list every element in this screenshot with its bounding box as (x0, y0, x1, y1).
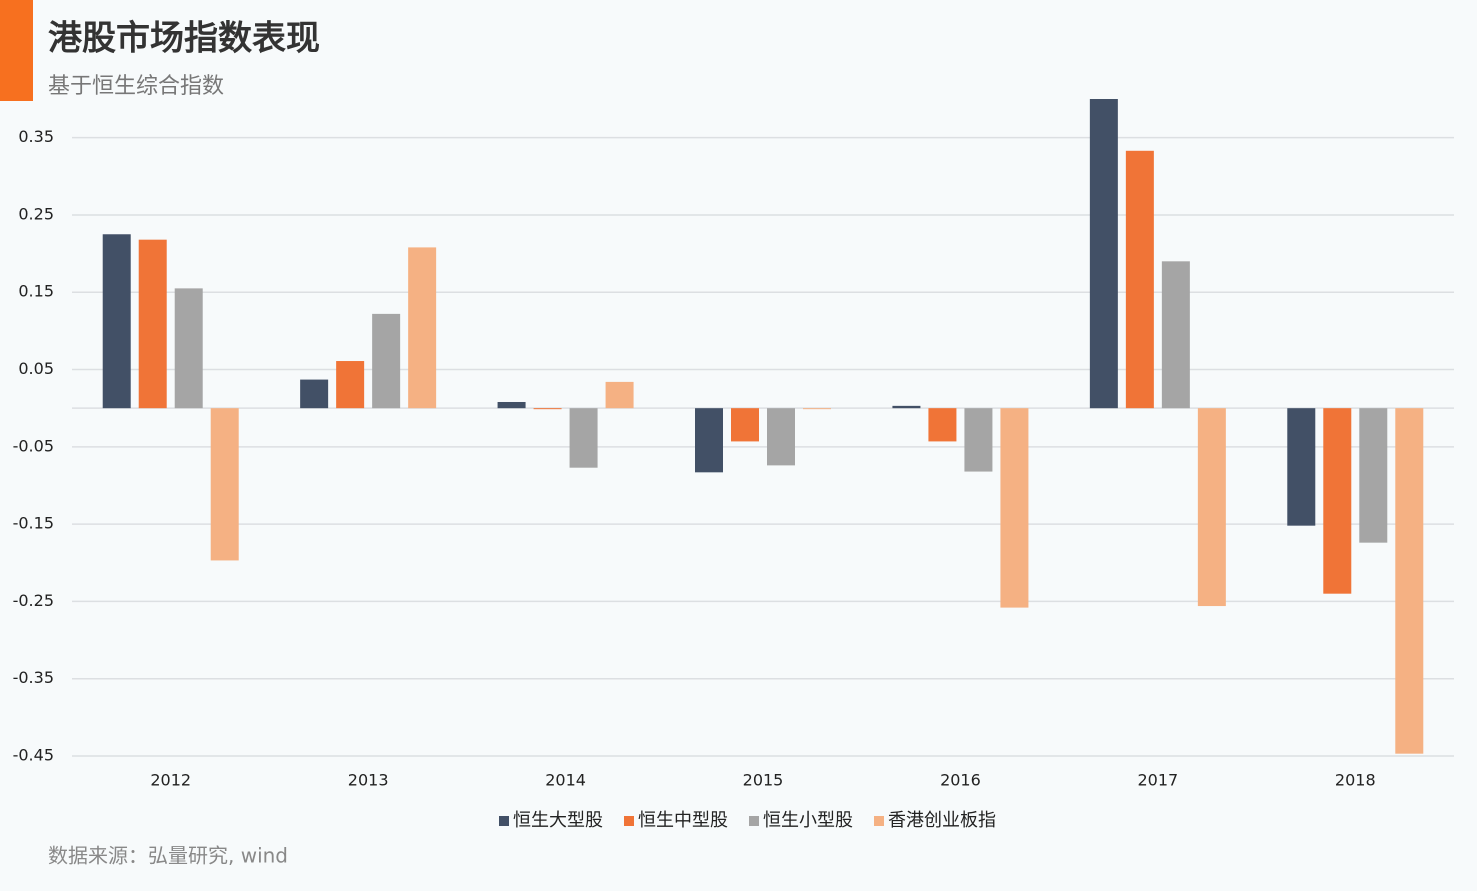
legend-swatch (624, 816, 634, 826)
bar (210, 408, 239, 561)
accent-bar (0, 0, 33, 101)
legend-swatch (499, 816, 509, 826)
y-tick-label: -0.05 (13, 436, 54, 455)
y-tick-label: -0.35 (13, 668, 54, 687)
bar (1287, 408, 1316, 526)
chart-title: 港股市场指数表现 (48, 19, 320, 59)
bar (605, 381, 634, 409)
bar (372, 313, 401, 409)
bar (803, 408, 831, 410)
bar (928, 408, 957, 442)
legend-swatch (874, 816, 884, 826)
source-note: 数据来源：弘量研究, wind (48, 844, 288, 868)
legend-label: 香港创业板指 (888, 810, 996, 831)
bar (336, 361, 365, 409)
bar (767, 408, 795, 466)
legend-label: 恒生中型股 (638, 810, 728, 831)
bar (695, 408, 723, 473)
legend-swatch (749, 816, 759, 826)
x-tick-label: 2016 (940, 771, 981, 790)
bar (1395, 408, 1424, 754)
bar (408, 247, 437, 409)
bar (731, 408, 759, 442)
bar (497, 401, 526, 409)
y-tick-label: -0.15 (13, 514, 54, 533)
y-tick-label: 0.05 (18, 359, 54, 378)
bar (1125, 150, 1154, 409)
x-tick-label: 2013 (348, 771, 389, 790)
legend-label: 恒生大型股 (513, 810, 603, 831)
bar (102, 234, 131, 409)
bar (138, 239, 167, 409)
legend-label: 恒生小型股 (763, 810, 853, 831)
chart-subtitle: 基于恒生综合指数 (48, 74, 224, 99)
y-tick-label: 0.35 (18, 127, 54, 146)
bar (1359, 408, 1388, 543)
x-tick-label: 2012 (150, 771, 191, 790)
bar (533, 408, 562, 410)
bar (1161, 261, 1190, 409)
x-tick-label: 2015 (743, 771, 784, 790)
bar (569, 408, 598, 468)
bar (964, 408, 993, 472)
bar (300, 379, 329, 409)
bar (892, 405, 921, 409)
bar (174, 288, 203, 409)
x-tick-label: 2018 (1335, 771, 1376, 790)
bar (1197, 408, 1226, 607)
x-tick-label: 2017 (1137, 771, 1178, 790)
y-tick-label: 0.15 (18, 282, 54, 301)
y-tick-label: -0.45 (13, 746, 54, 765)
bar (1000, 408, 1029, 608)
y-tick-label: -0.25 (13, 591, 54, 610)
y-tick-label: 0.25 (18, 204, 54, 223)
bar (1089, 99, 1118, 409)
bar (1323, 408, 1352, 594)
x-tick-label: 2014 (545, 771, 586, 790)
